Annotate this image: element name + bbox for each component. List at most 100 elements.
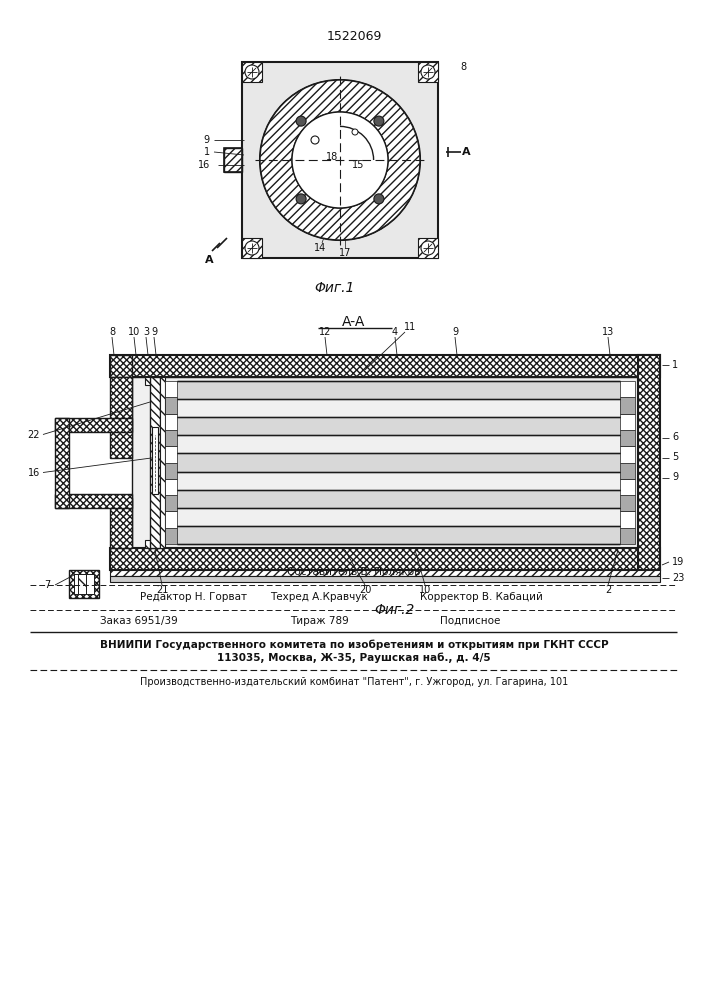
Text: 23: 23 xyxy=(672,573,684,583)
Text: A-A: A-A xyxy=(342,315,366,329)
Bar xyxy=(110,497,132,548)
Text: 16: 16 xyxy=(28,468,40,478)
Text: 9: 9 xyxy=(151,327,157,337)
Circle shape xyxy=(296,194,306,204)
Text: Тираж 789: Тираж 789 xyxy=(290,616,349,626)
Text: 5: 5 xyxy=(672,452,678,462)
Text: A: A xyxy=(205,255,214,265)
Text: 11: 11 xyxy=(404,322,416,332)
Text: Φиг.1: Φиг.1 xyxy=(315,281,355,295)
Text: 6: 6 xyxy=(672,432,678,442)
Text: 3: 3 xyxy=(143,327,149,337)
Wedge shape xyxy=(260,80,420,240)
Text: Заказ 6951/39: Заказ 6951/39 xyxy=(100,616,177,626)
Text: 21: 21 xyxy=(156,585,168,595)
Text: 7: 7 xyxy=(44,580,50,590)
Bar xyxy=(620,414,635,430)
Text: 12: 12 xyxy=(319,327,331,337)
Text: Производственно-издательский комбинат "Патент", г. Ужгород, ул. Гагарина, 101: Производственно-издательский комбинат "П… xyxy=(140,677,568,687)
Text: 13: 13 xyxy=(602,327,614,337)
Text: 2: 2 xyxy=(605,585,611,595)
Bar xyxy=(177,381,620,399)
Bar xyxy=(132,377,638,548)
Text: 18: 18 xyxy=(326,152,338,162)
Bar xyxy=(145,377,160,385)
Bar xyxy=(55,418,69,508)
Text: 9: 9 xyxy=(204,135,210,145)
Text: 16: 16 xyxy=(198,160,210,170)
Bar xyxy=(110,570,660,576)
Bar xyxy=(165,511,177,528)
Bar xyxy=(418,238,438,258)
Bar xyxy=(145,540,160,548)
Text: 4: 4 xyxy=(392,327,398,337)
Text: ВНИИПИ Государственного комитета по изобретениям и открытиям при ГКНТ СССР: ВНИИПИ Государственного комитета по изоб… xyxy=(100,640,608,650)
Circle shape xyxy=(245,241,259,255)
Circle shape xyxy=(292,112,388,208)
Text: 15: 15 xyxy=(352,160,364,170)
Circle shape xyxy=(245,65,259,79)
Bar xyxy=(165,381,177,397)
Text: 10: 10 xyxy=(419,585,431,595)
Circle shape xyxy=(374,194,384,204)
Text: 22: 22 xyxy=(28,430,40,440)
Text: 8: 8 xyxy=(109,327,115,337)
Bar xyxy=(78,574,86,594)
Text: Корректор В. Кабаций: Корректор В. Кабаций xyxy=(420,592,543,602)
Bar xyxy=(620,528,635,544)
Text: 9: 9 xyxy=(672,473,678,483)
Bar xyxy=(165,462,177,479)
Text: 20: 20 xyxy=(359,585,371,595)
Bar xyxy=(110,355,132,377)
Bar xyxy=(110,355,660,377)
Bar xyxy=(224,148,242,172)
Text: 1: 1 xyxy=(672,360,678,370)
Bar xyxy=(242,62,438,258)
Bar xyxy=(69,570,99,598)
Bar xyxy=(55,418,132,432)
Text: 1: 1 xyxy=(204,147,210,157)
Text: Φиг.2: Φиг.2 xyxy=(375,603,415,617)
Bar xyxy=(110,377,132,458)
Bar xyxy=(418,62,438,82)
Bar xyxy=(110,548,660,570)
Text: 8: 8 xyxy=(460,62,466,72)
Bar xyxy=(110,576,660,582)
Bar xyxy=(165,528,177,544)
Bar xyxy=(620,381,635,397)
Bar xyxy=(165,430,177,446)
Circle shape xyxy=(296,116,306,126)
Bar xyxy=(620,462,635,479)
Bar xyxy=(638,355,660,570)
Bar xyxy=(620,430,635,446)
Bar xyxy=(224,148,242,172)
Circle shape xyxy=(374,116,384,126)
Bar xyxy=(165,397,177,414)
Circle shape xyxy=(421,241,435,255)
Bar xyxy=(55,493,132,508)
Bar xyxy=(620,479,635,495)
Text: 9: 9 xyxy=(452,327,458,337)
Text: 17: 17 xyxy=(339,248,351,258)
Bar xyxy=(177,453,620,472)
Circle shape xyxy=(421,65,435,79)
Bar xyxy=(74,574,94,594)
Circle shape xyxy=(352,129,358,135)
Text: 10: 10 xyxy=(128,327,140,337)
Text: Составитель В. Поляков: Составитель В. Поляков xyxy=(287,567,421,577)
Text: Подписное: Подписное xyxy=(440,616,501,626)
Text: A: A xyxy=(462,147,470,157)
Text: Редактор Н. Горват: Редактор Н. Горват xyxy=(140,592,247,602)
Bar xyxy=(177,490,620,508)
Bar xyxy=(177,417,620,435)
Bar xyxy=(242,238,262,258)
Text: 1522069: 1522069 xyxy=(327,29,382,42)
Bar xyxy=(165,495,177,511)
Bar xyxy=(620,397,635,414)
Bar xyxy=(620,511,635,528)
Bar xyxy=(620,495,635,511)
Bar xyxy=(165,446,177,462)
Text: Техред А.Кравчук: Техред А.Кравчук xyxy=(270,592,368,602)
Circle shape xyxy=(311,136,319,144)
Bar xyxy=(165,479,177,495)
